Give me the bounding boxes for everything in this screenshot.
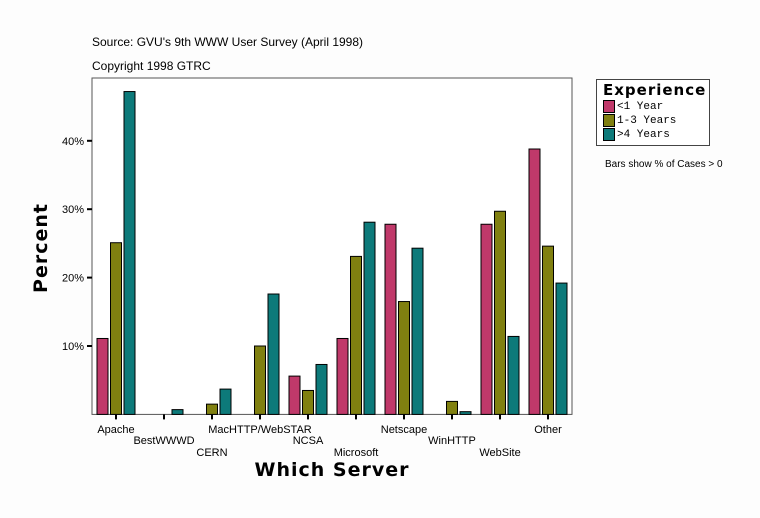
legend-swatch [603,114,615,127]
bar [398,301,410,415]
legend-item-gt4: >4 Years [603,128,670,141]
bar [171,409,184,415]
x-axis-label: Which Server [255,459,410,481]
bar [555,282,568,415]
bar [302,389,314,415]
bar [446,400,458,415]
legend-item-lt1: <1 Year [603,100,663,113]
y-tick-label: 10% [62,341,84,353]
legend-swatch [603,128,615,141]
bar [384,223,397,415]
bar [315,363,328,415]
legend-label: 1-3 Years [617,114,677,127]
copyright-text: Copyright 1998 GTRC [92,59,211,73]
bar [288,375,301,415]
legend: Experience <1 Year 1-3 Years >4 Years [596,79,710,146]
x-tick-label: Microsoft [334,447,379,459]
legend-title: Experience [603,81,707,99]
bar [254,345,266,415]
bar [206,403,218,415]
x-tick-label: Apache [97,424,134,436]
bar [110,242,122,415]
legend-label: >4 Years [617,128,670,141]
y-axis-label: Percent [30,203,52,293]
y-tick-label: 20% [62,273,84,285]
x-tick-label: Netscape [381,424,427,436]
bar [123,91,136,415]
bar [350,255,362,415]
legend-item-1to3: 1-3 Years [603,114,676,127]
x-tick-label: WinHTTP [428,435,476,447]
y-tick-label: 40% [62,136,84,148]
bar [507,335,520,415]
x-tick-label: MacHTTP/WebSTAR [208,424,312,436]
legend-label: <1 Year [617,100,664,113]
bar [459,411,472,415]
bar [219,388,232,415]
legend-swatch [603,100,615,113]
bar [267,293,280,415]
x-tick-label: WebSite [479,447,520,459]
bar [336,337,349,415]
bar [480,223,493,415]
x-tick-label: Other [534,424,562,436]
bar [411,247,424,415]
bar [528,148,541,415]
bar [96,337,109,415]
source-text: Source: GVU's 9th WWW User Survey (April… [92,35,364,49]
bar [542,245,554,415]
x-tick-label: BestWWWD [133,435,194,447]
y-tick-label: 30% [62,204,84,216]
x-tick-label: NCSA [293,435,324,447]
bar [363,221,376,415]
bars-note: Bars show % of Cases > 0 [605,159,723,170]
bar [494,210,506,415]
x-tick-label: CERN [196,447,227,459]
